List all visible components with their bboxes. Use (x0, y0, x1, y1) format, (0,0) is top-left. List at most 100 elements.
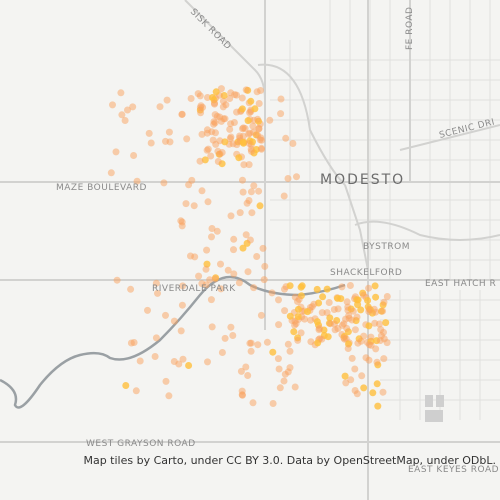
point (183, 135, 191, 143)
point (275, 296, 282, 304)
point (197, 102, 205, 110)
point (244, 372, 252, 379)
point (136, 357, 144, 365)
point (243, 199, 251, 207)
point (364, 297, 372, 304)
point (274, 355, 282, 363)
point (353, 390, 361, 398)
point (211, 111, 219, 119)
point (251, 105, 259, 113)
point (250, 182, 258, 190)
point (224, 266, 232, 274)
point (230, 235, 238, 243)
point (294, 313, 302, 321)
point (324, 333, 332, 341)
point (240, 161, 248, 169)
point (208, 323, 216, 331)
point (230, 270, 238, 278)
point (226, 125, 234, 133)
point (301, 315, 309, 323)
point (177, 327, 185, 335)
point (229, 140, 237, 148)
point (245, 161, 253, 169)
point (297, 283, 305, 291)
point (365, 341, 373, 349)
point (286, 312, 294, 320)
point (286, 364, 294, 372)
point (374, 402, 382, 410)
point (358, 372, 366, 380)
point (250, 284, 258, 292)
point (235, 279, 243, 287)
point (179, 282, 187, 290)
points (107, 85, 391, 410)
point (373, 380, 381, 388)
point (147, 139, 155, 147)
point (253, 88, 261, 96)
point (236, 132, 244, 140)
point (165, 128, 173, 136)
industrial (425, 395, 444, 422)
point (351, 326, 359, 334)
point (376, 337, 384, 344)
point (201, 156, 209, 164)
point (277, 95, 285, 103)
point (198, 187, 206, 195)
point (377, 326, 385, 334)
point (210, 120, 218, 128)
point (254, 341, 262, 349)
point (323, 309, 331, 317)
point (259, 244, 267, 252)
point (373, 358, 381, 366)
point (212, 88, 220, 96)
point (196, 157, 204, 165)
point (248, 209, 256, 217)
point (379, 307, 387, 315)
point (276, 384, 284, 392)
point (294, 336, 302, 344)
point (275, 321, 283, 329)
point (217, 85, 225, 93)
point (195, 272, 203, 280)
point (247, 188, 255, 196)
point (212, 129, 219, 137)
point (133, 177, 141, 185)
point (238, 94, 246, 102)
point (207, 296, 215, 304)
point (360, 332, 368, 340)
point (307, 316, 315, 324)
point (179, 355, 187, 363)
point (124, 106, 131, 114)
point (257, 134, 265, 142)
point (295, 295, 303, 303)
point (229, 332, 237, 339)
point (380, 355, 388, 363)
point (383, 293, 391, 300)
point (206, 276, 214, 284)
point (282, 134, 290, 142)
point (284, 340, 292, 348)
place-label: BYSTROM (363, 242, 410, 252)
point (188, 176, 196, 184)
point (122, 382, 130, 389)
point (239, 188, 247, 196)
point (118, 111, 126, 119)
point (365, 322, 373, 330)
point (218, 149, 226, 156)
attribution: Map tiles by Carto, under CC BY 3.0. Dat… (83, 454, 496, 467)
point (213, 227, 221, 235)
point (130, 152, 138, 159)
point (219, 97, 227, 105)
point (190, 202, 198, 210)
point (198, 130, 206, 138)
point (217, 285, 225, 293)
city-grid (270, 0, 500, 420)
point (187, 95, 195, 102)
point (307, 338, 315, 346)
point (242, 86, 250, 94)
point (249, 122, 257, 130)
point (227, 89, 235, 97)
